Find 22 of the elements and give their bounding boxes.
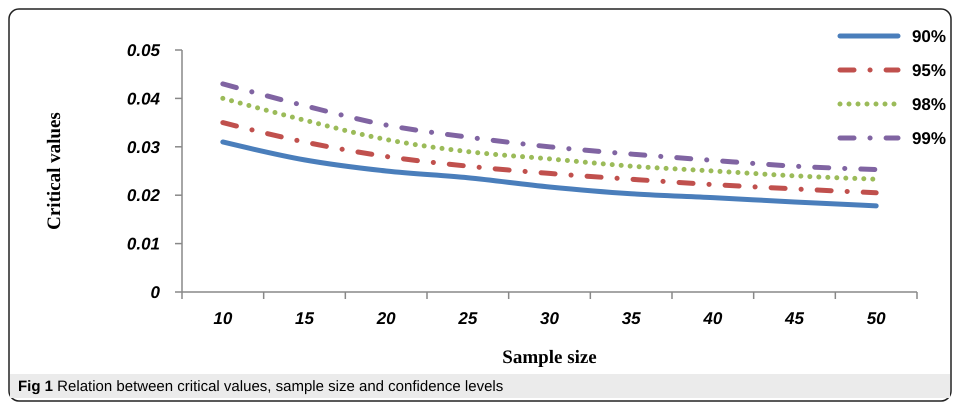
- x-tick-label: 10: [213, 309, 233, 328]
- x-tick-label: 25: [457, 309, 478, 328]
- y-tick-label: 0.01: [126, 234, 160, 254]
- x-axis-title: Sample size: [502, 347, 597, 368]
- x-tick-label: 15: [295, 309, 314, 328]
- x-tick-label: 35: [622, 309, 642, 328]
- y-tick-label: 0.04: [126, 89, 161, 108]
- x-tick-label: 40: [702, 309, 723, 328]
- y-axis-title: Critical values: [44, 112, 65, 230]
- y-tick-label: 0.02: [126, 186, 161, 206]
- x-tick-label: 50: [866, 309, 886, 328]
- x-tick-label: 30: [540, 309, 560, 328]
- legend-label: 90%: [912, 26, 946, 46]
- legend-label: 95%: [912, 60, 946, 80]
- y-tick-label: 0.03: [126, 138, 161, 157]
- legend-label: 99%: [912, 128, 946, 148]
- y-tick-label: 0: [150, 282, 161, 302]
- x-tick-label: 20: [376, 309, 396, 328]
- legend-label: 98%: [912, 94, 946, 114]
- caption: Fig 1 Relation between critical values, sample size and confidence levels: [18, 378, 504, 395]
- x-tick-label: 45: [784, 309, 804, 328]
- y-tick-label: 0.05: [126, 40, 161, 60]
